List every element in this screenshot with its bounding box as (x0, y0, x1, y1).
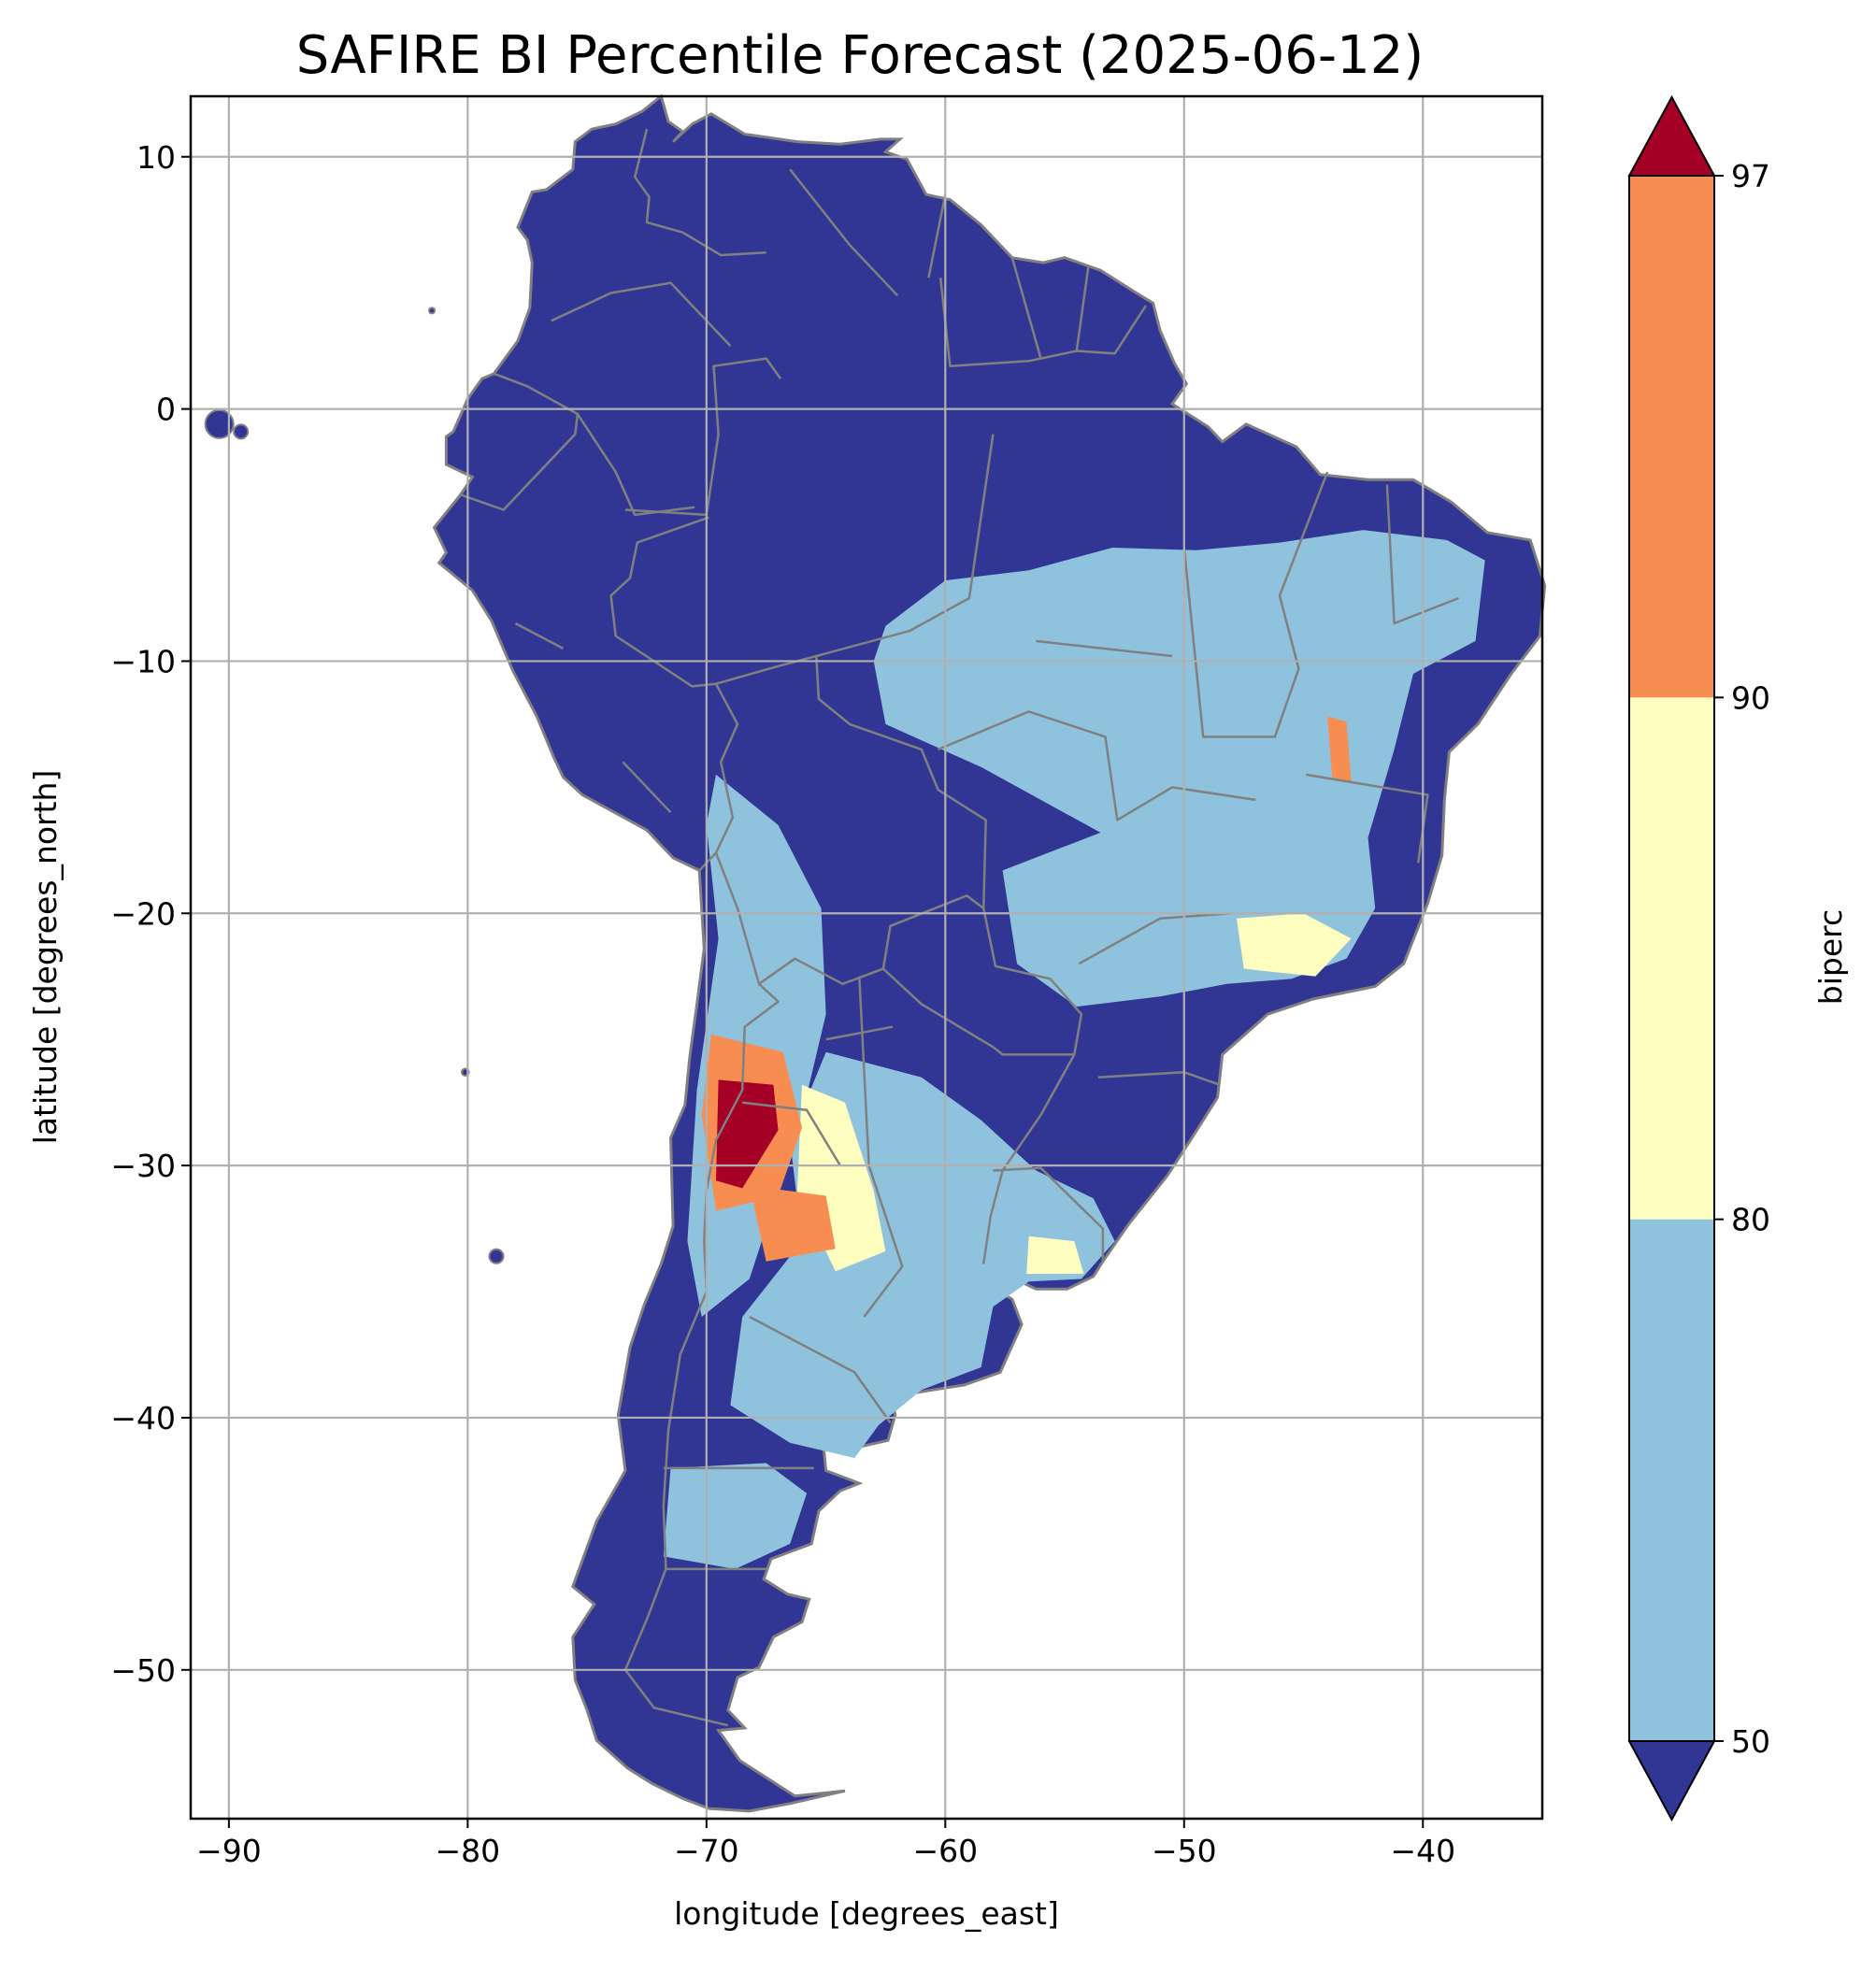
country-border (815, 434, 995, 658)
country-border (1385, 484, 1460, 625)
country-border (1036, 639, 1173, 658)
country-border (623, 982, 780, 1727)
y-axis-ticks: 10 0 −10 −20 −30 −40 −50 (110, 139, 191, 1689)
country-border (981, 1053, 1076, 1264)
country-border (1075, 264, 1090, 351)
x-axis-ticks: −90 −80 −70 −60 −50 −40 (196, 1819, 1455, 1869)
x-axis-label: longitude [degrees_east] (674, 1895, 1059, 1932)
x-tick-label: −50 (1152, 1833, 1217, 1869)
colorbar-segment (1629, 176, 1714, 698)
country-border (749, 1315, 892, 1424)
island (428, 307, 437, 315)
y-tick-label: 0 (156, 392, 176, 428)
country-border (858, 976, 904, 1318)
country-border (742, 1101, 841, 1166)
country-border (551, 281, 732, 347)
region-minas-gerais-hotspots (1237, 913, 1352, 977)
country-border (633, 128, 766, 257)
y-axis-label: latitude [degrees_north] (27, 770, 64, 1145)
map-panel: −90 −80 −70 −60 −50 −40 10 0 −10 −20 −30 −40 −50 (110, 93, 1547, 1869)
y-tick-label: −40 (110, 1400, 176, 1436)
colorbar-segment (1629, 697, 1714, 1220)
country-border (1010, 257, 1042, 359)
colorbar-upper-extend (1627, 94, 1716, 177)
region-uruguay-patch (1026, 1235, 1084, 1275)
colorbar-segment (1629, 1219, 1714, 1741)
island (233, 423, 250, 440)
country-border (789, 168, 899, 297)
island (488, 1248, 505, 1264)
region-la-rioja-core (716, 1079, 779, 1189)
region-patagonia-central (663, 1463, 808, 1569)
country-border (1305, 773, 1429, 864)
colorbar-tick-label: 80 (1731, 1202, 1770, 1238)
country-border (460, 372, 580, 511)
colorbar-frame (1628, 175, 1715, 1742)
colorbar-lower-extend (1627, 1740, 1716, 1822)
country-border (576, 413, 695, 517)
x-tick-label: −40 (1390, 1833, 1455, 1869)
region-mendoza-hotspot (749, 1185, 836, 1262)
country-border (825, 1025, 894, 1041)
colorbar-tick-label: 97 (1731, 158, 1770, 194)
country-border (609, 516, 739, 872)
region-brazil-central-east (873, 530, 1485, 1007)
chart-title: SAFIRE BI Percentile Forecast (2025-06-1… (296, 25, 1424, 86)
country-border (1078, 912, 1232, 965)
y-tick-label: −30 (110, 1148, 176, 1184)
colorbar-tick-label: 50 (1731, 1723, 1770, 1760)
x-tick-label: −80 (436, 1833, 501, 1869)
gridlines (191, 96, 1542, 1819)
colorbar-tick-label: 90 (1731, 679, 1770, 716)
country-border (514, 621, 565, 650)
x-tick-label: −60 (912, 1833, 978, 1869)
x-tick-label: −90 (196, 1833, 262, 1869)
colorbar: 50 80 90 97 (1627, 94, 1770, 1822)
country-border (622, 761, 672, 814)
country-border (938, 710, 1256, 821)
y-tick-label: −20 (110, 895, 176, 932)
map-frame (189, 94, 1544, 1821)
region-bahia-hotspots (1327, 716, 1352, 782)
y-tick-label: −50 (110, 1652, 176, 1689)
country-border (1182, 471, 1329, 738)
country-border (993, 1166, 1105, 1262)
country-border (624, 357, 782, 517)
country-border (938, 278, 1147, 367)
island (204, 408, 235, 439)
y-tick-label: −10 (110, 643, 176, 679)
y-tick-label: 10 (136, 139, 176, 176)
x-tick-label: −70 (674, 1833, 739, 1869)
colorbar-label: biperc (1812, 909, 1849, 1005)
country-border (927, 193, 947, 279)
country-borders (460, 128, 1460, 1727)
